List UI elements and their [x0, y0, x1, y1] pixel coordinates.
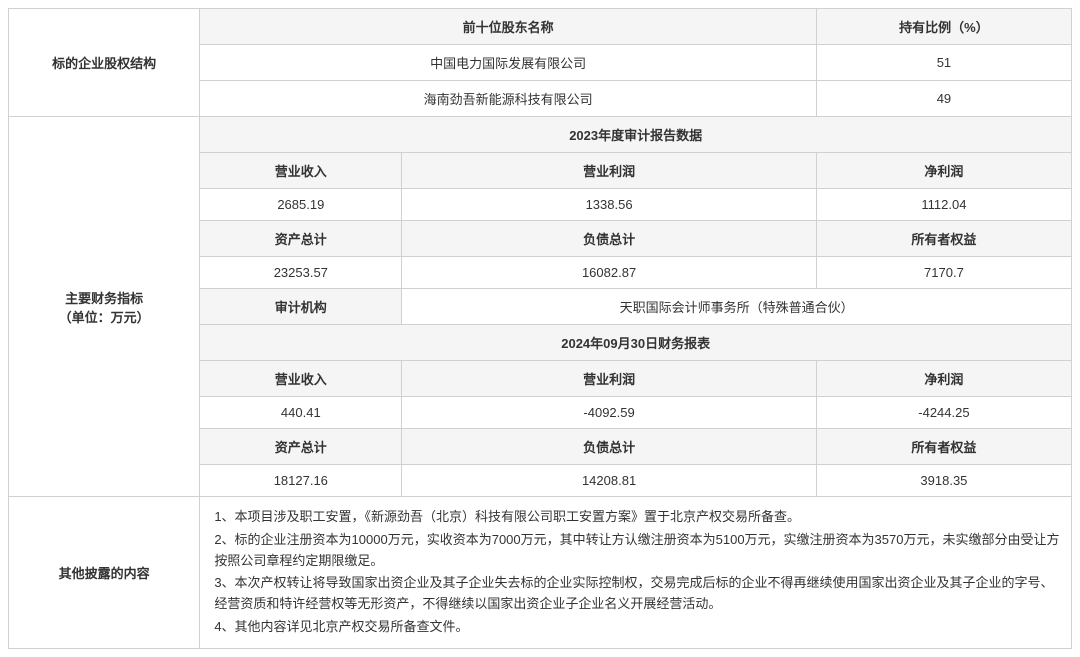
- h-assets: 资产总计: [200, 429, 402, 465]
- shareholder-pct: 49: [816, 81, 1071, 117]
- v-liabilities-2024q3: 14208.81: [402, 465, 817, 497]
- v-op-profit-2023: 1338.56: [402, 189, 817, 221]
- v-liabilities-2023: 16082.87: [402, 257, 817, 289]
- h-auditor: 审计机构: [200, 289, 402, 325]
- shareholder-name: 海南劲吾新能源科技有限公司: [200, 81, 817, 117]
- h-op-profit: 营业利润: [402, 361, 817, 397]
- ownership-label: 标的企业股权结构: [9, 9, 200, 117]
- other-line: 1、本项目涉及职工安置，《新源劲吾（北京）科技有限公司职工安置方案》置于北京产权…: [214, 507, 1061, 528]
- financials-label: 主要财务指标 （单位：万元）: [9, 117, 200, 497]
- v-equity-2023: 7170.7: [816, 257, 1071, 289]
- h-liabilities: 负债总计: [402, 429, 817, 465]
- other-line: 2、标的企业注册资本为10000万元，实收资本为7000万元，其中转让方认缴注册…: [214, 530, 1061, 572]
- v-revenue-2023: 2685.19: [200, 189, 402, 221]
- h-revenue: 营业收入: [200, 361, 402, 397]
- v-assets-2023: 23253.57: [200, 257, 402, 289]
- h-net-profit: 净利润: [816, 361, 1071, 397]
- shareholder-pct: 51: [816, 45, 1071, 81]
- h-op-profit: 营业利润: [402, 153, 817, 189]
- v-equity-2024q3: 3918.35: [816, 465, 1071, 497]
- v-assets-2024q3: 18127.16: [200, 465, 402, 497]
- h-equity: 所有者权益: [816, 221, 1071, 257]
- disclosure-table: 标的企业股权结构 前十位股东名称 持有比例（%） 中国电力国际发展有限公司 51…: [8, 8, 1072, 649]
- auditor-name: 天职国际会计师事务所（特殊普通合伙）: [402, 289, 1072, 325]
- audit-2023-title: 2023年度审计报告数据: [200, 117, 1072, 153]
- v-net-profit-2023: 1112.04: [816, 189, 1071, 221]
- financials-label-line2: （单位：万元）: [59, 310, 150, 325]
- v-op-profit-2024q3: -4092.59: [402, 397, 817, 429]
- other-line: 4、其他内容详见北京产权交易所备查文件。: [214, 617, 1061, 638]
- v-revenue-2024q3: 440.41: [200, 397, 402, 429]
- other-content: 1、本项目涉及职工安置，《新源劲吾（北京）科技有限公司职工安置方案》置于北京产权…: [200, 497, 1072, 649]
- h-equity: 所有者权益: [816, 429, 1071, 465]
- h-liabilities: 负债总计: [402, 221, 817, 257]
- other-line: 3、本次产权转让将导致国家出资企业及其子企业失去标的企业实际控制权，交易完成后标…: [214, 573, 1061, 615]
- ownership-col-name: 前十位股东名称: [200, 9, 817, 45]
- h-revenue: 营业收入: [200, 153, 402, 189]
- q3-2024-title: 2024年09月30日财务报表: [200, 325, 1072, 361]
- h-net-profit: 净利润: [816, 153, 1071, 189]
- shareholder-name: 中国电力国际发展有限公司: [200, 45, 817, 81]
- ownership-col-pct: 持有比例（%）: [816, 9, 1071, 45]
- v-net-profit-2024q3: -4244.25: [816, 397, 1071, 429]
- other-label: 其他披露的内容: [9, 497, 200, 649]
- h-assets: 资产总计: [200, 221, 402, 257]
- financials-label-line1: 主要财务指标: [65, 291, 143, 306]
